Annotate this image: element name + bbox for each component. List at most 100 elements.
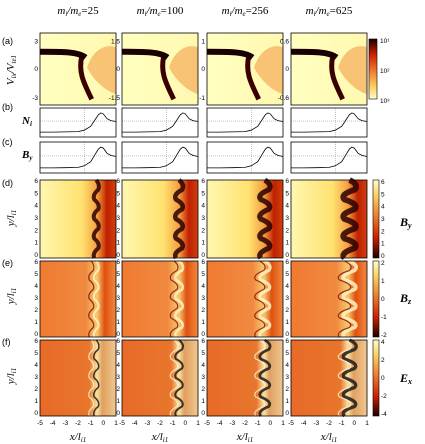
y-tick-label: 6 — [201, 338, 205, 345]
by-profile-panel — [40, 142, 117, 173]
x-tick-label: -2 — [157, 420, 163, 427]
by-profile-panel — [207, 142, 284, 173]
ylabel-row-b: Ni — [21, 115, 32, 128]
y-tick-label: 0 — [201, 410, 205, 417]
y-tick-label: 6 — [116, 259, 120, 266]
y-tick-label: 6 — [34, 338, 38, 345]
by-map: 6 5 4 3 2 1 0 — [34, 178, 116, 259]
panel-frame — [121, 260, 199, 338]
y-tick-label: 2 — [201, 386, 205, 393]
field-label-bz: Bz — [399, 291, 412, 306]
y-tick-label: 5 — [116, 271, 120, 278]
shock-front — [258, 259, 272, 339]
x-tick-label: -2 — [326, 420, 332, 427]
y-tick-label: 6 — [285, 178, 289, 185]
y-tick-label: 0 — [201, 331, 205, 338]
front-ripple — [88, 260, 95, 338]
y-tick-label: 5 — [285, 271, 289, 278]
phase-space-panel: 1.5 0 -1.5 — [109, 33, 198, 105]
y-tick-label: -3 — [32, 95, 38, 102]
phase-space-panel: 0.6 0 -0.6 — [278, 33, 367, 105]
colorbar-tick-label: 0 — [381, 375, 385, 382]
profile-line — [122, 112, 199, 133]
y-tick-label: 1 — [116, 319, 120, 326]
y-tick-label: 6 — [201, 178, 205, 185]
y-tick-label: 4 — [34, 362, 38, 369]
incoming-beam — [206, 48, 255, 61]
y-tick-label: 1 — [116, 240, 120, 247]
x-tick-label: 0 — [353, 420, 357, 427]
panel-background — [207, 142, 283, 173]
shock-front — [172, 178, 186, 260]
y-tick-label: 5 — [285, 190, 289, 197]
colorbar-tick-label: -2 — [381, 332, 387, 339]
front-ripple — [337, 339, 352, 417]
y-tick-label: -1.5 — [109, 95, 121, 102]
colorbar-tick-label: -2 — [381, 393, 387, 400]
ex-map: 6 5 4 3 2 1 0 — [201, 338, 283, 417]
panel-background — [207, 108, 283, 137]
shock-front — [341, 259, 359, 339]
ylabel-row-d: y/li1 — [5, 210, 18, 227]
y-tick-label: 1 — [34, 240, 38, 247]
colorbar-tick-label: 1 — [381, 278, 385, 285]
y-tick-label: 3 — [116, 295, 120, 302]
y-tick-label: 2 — [34, 227, 38, 234]
column-header: mi/me=25 — [57, 5, 99, 18]
colorbar-tick-label: 10² — [380, 68, 390, 75]
panel-letter: (e) — [2, 258, 13, 268]
ni-profile-panel — [207, 108, 284, 137]
y-tick-label: 4 — [285, 362, 289, 369]
profile-line — [40, 146, 117, 169]
y-tick-label: 1 — [116, 398, 120, 405]
y-tick-label: 4 — [201, 283, 205, 290]
column-header: mi/me=256 — [222, 5, 269, 18]
panel-frame — [290, 339, 368, 417]
x-tick-label: 0 — [102, 420, 106, 427]
panel-frame — [290, 141, 368, 174]
colorbar-tick-label: 0 — [381, 296, 385, 303]
x-tick-label: -3 — [229, 420, 235, 427]
map-background — [122, 340, 198, 416]
y-tick-label: 1 — [201, 319, 205, 326]
ni-profile-panel — [122, 108, 199, 137]
panel-frame — [121, 32, 199, 106]
reflected-beam — [329, 55, 345, 101]
colorbar-tick-label: 0 — [381, 253, 385, 260]
y-tick-label: 4 — [116, 203, 120, 210]
y-tick-label: 1 — [285, 319, 289, 326]
y-tick-label: 2 — [116, 307, 120, 314]
y-tick-label: 1 — [201, 240, 205, 247]
profile-line — [291, 146, 368, 169]
panel-letter: (f) — [2, 337, 11, 347]
column-header: mi/me=625 — [306, 5, 353, 18]
y-tick-label: 5 — [116, 350, 120, 357]
colorbar — [372, 260, 380, 338]
reflected-beam — [245, 55, 261, 101]
y-tick-label: 6 — [201, 259, 205, 266]
y-tick-label: 4 — [34, 203, 38, 210]
y-tick-label: 5 — [201, 190, 205, 197]
y-tick-label: -1 — [199, 95, 205, 102]
y-tick-label: 2 — [116, 386, 120, 393]
field-label-ex: Ex — [399, 371, 412, 386]
map-background — [122, 261, 198, 337]
y-tick-label: 4 — [34, 283, 38, 290]
shock-front — [341, 338, 358, 418]
colorbar-tick-label: 4 — [381, 204, 385, 211]
spread-region — [338, 46, 367, 95]
bz-colorbar: 2 1 0 -1 -2 — [372, 260, 387, 339]
panel-frame — [39, 107, 117, 138]
colorbar-tick-label: 5 — [381, 191, 385, 198]
y-tick-label: 3 — [34, 39, 38, 46]
front-ripple — [169, 339, 179, 417]
panel-frame — [39, 260, 117, 338]
panel-frame — [121, 141, 199, 174]
x-tick-label: -2 — [242, 420, 248, 427]
y-tick-label: 0 — [116, 66, 120, 73]
x-tick-label: -3 — [144, 420, 150, 427]
map-background — [40, 180, 116, 258]
y-tick-label: 1 — [34, 398, 38, 405]
y-tick-label: 2 — [201, 307, 205, 314]
